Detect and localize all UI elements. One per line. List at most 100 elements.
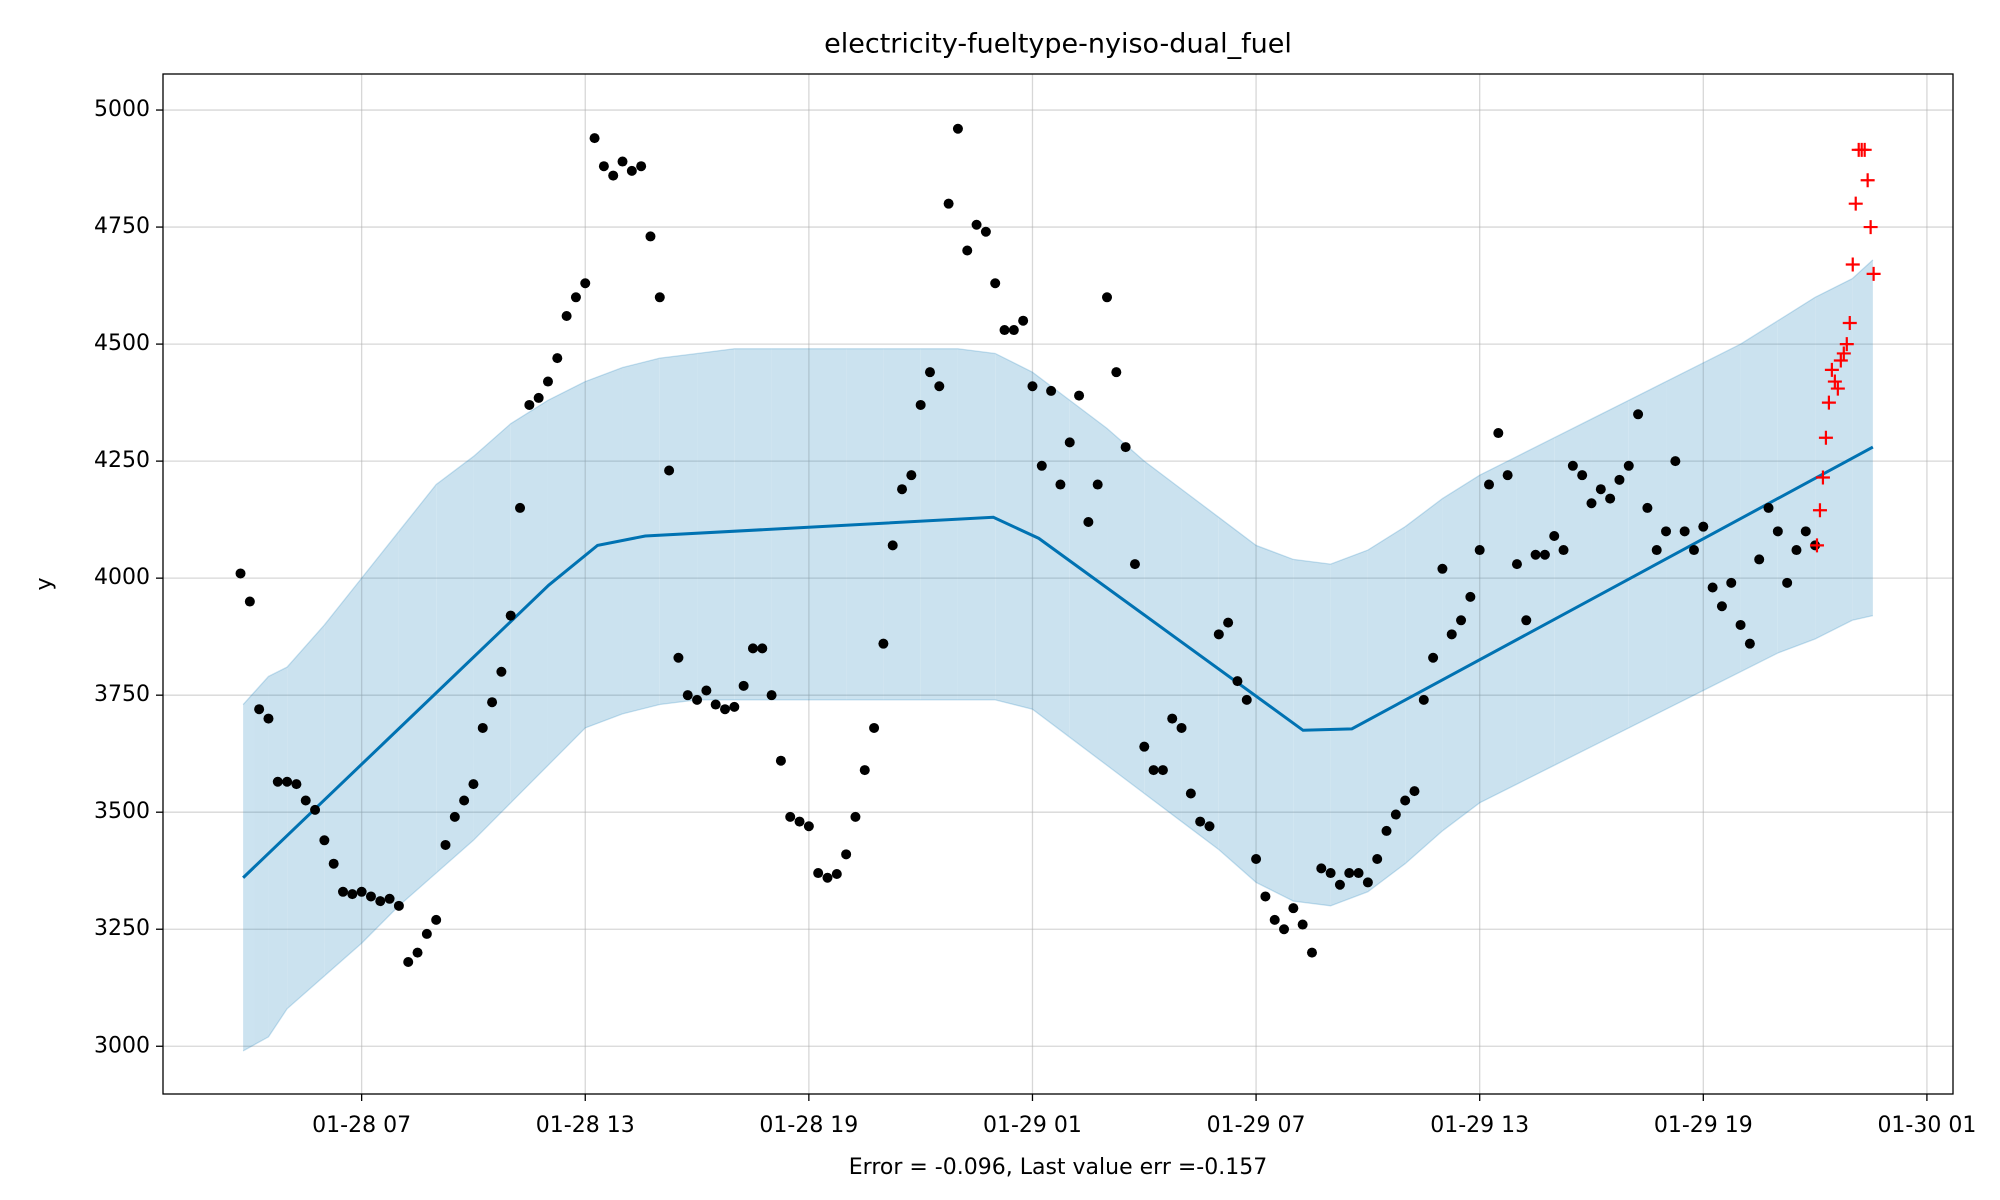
future-point — [1836, 346, 1851, 361]
data-point — [542, 376, 553, 387]
band-segment — [1703, 344, 1741, 691]
data-point — [365, 891, 376, 902]
data-point — [1269, 914, 1280, 925]
x-tick-label: 01-29 13 — [1430, 1113, 1529, 1138]
data-point — [1279, 924, 1290, 935]
data-point — [1139, 741, 1150, 752]
band-segment — [1777, 297, 1816, 654]
band-segment — [1181, 489, 1219, 850]
data-point — [626, 165, 637, 176]
data-point — [1474, 545, 1485, 556]
data-point — [1129, 559, 1140, 570]
data-point — [673, 652, 684, 663]
data-point — [869, 722, 880, 733]
data-point — [1446, 629, 1457, 640]
data-point — [775, 755, 786, 766]
data-point — [1670, 456, 1681, 467]
data-point — [403, 956, 414, 967]
data-point — [561, 311, 572, 322]
data-point — [1707, 582, 1718, 593]
data-point — [282, 776, 293, 787]
data-point — [1521, 615, 1532, 626]
future-point — [1848, 196, 1863, 211]
y-tick-label: 5000 — [94, 97, 150, 122]
future-point — [1812, 503, 1827, 518]
band-segment — [1591, 400, 1629, 747]
data-point — [822, 872, 833, 883]
marks — [235, 123, 1881, 1052]
band-segment — [808, 348, 847, 700]
data-point — [1055, 479, 1066, 490]
data-point — [1344, 868, 1355, 879]
data-point — [1735, 619, 1746, 630]
data-point — [1167, 713, 1178, 724]
band-segment — [1516, 437, 1555, 785]
data-point — [747, 643, 758, 654]
data-point — [1297, 919, 1308, 930]
data-point — [1661, 526, 1672, 537]
data-point — [1316, 863, 1327, 874]
future-point — [1857, 142, 1872, 157]
x-tick-label: 01-28 19 — [759, 1113, 858, 1138]
data-point — [1595, 484, 1606, 495]
data-point — [598, 161, 609, 172]
band-segment — [361, 531, 399, 944]
data-point — [1679, 526, 1690, 537]
data-point — [654, 292, 665, 303]
data-point — [1204, 821, 1215, 832]
data-point — [1800, 526, 1811, 537]
y-tick-label: 3750 — [94, 682, 150, 707]
data-point — [785, 811, 796, 822]
band-segment — [268, 667, 288, 1037]
data-point — [850, 811, 861, 822]
data-point — [701, 685, 712, 696]
data-point — [1539, 549, 1550, 560]
band-segment — [398, 484, 437, 906]
band-segment — [1144, 461, 1182, 822]
data-point — [431, 914, 442, 925]
band-segment — [1218, 517, 1257, 883]
data-point — [1046, 385, 1057, 396]
data-point — [1586, 498, 1597, 509]
data-point — [897, 484, 908, 495]
band-segment — [734, 348, 772, 700]
uncertainty-band — [243, 259, 1873, 1051]
y-tick-label: 3500 — [94, 799, 150, 824]
data-point — [1372, 854, 1383, 865]
data-point — [347, 889, 358, 900]
future-point — [1860, 173, 1875, 188]
data-point — [887, 540, 898, 551]
band-segment — [659, 353, 698, 705]
grid — [163, 74, 1953, 1094]
band-segment — [883, 348, 921, 700]
data-point — [533, 392, 544, 403]
data-point — [1530, 549, 1541, 560]
future-point — [1821, 395, 1836, 410]
data-point — [934, 381, 945, 392]
band-segment — [1852, 259, 1873, 621]
data-point — [477, 722, 488, 733]
band-segment — [1554, 418, 1592, 766]
data-point — [915, 399, 926, 410]
data-point — [263, 713, 274, 724]
data-point — [496, 666, 507, 677]
band-segment — [1256, 545, 1294, 902]
data-point — [1511, 559, 1522, 570]
data-point — [943, 198, 954, 209]
data-point — [990, 278, 1001, 289]
band-segment — [1740, 320, 1778, 672]
future-point — [1818, 430, 1833, 445]
data-point — [515, 502, 526, 513]
data-point — [244, 596, 255, 607]
data-point — [924, 367, 935, 378]
data-point — [1493, 428, 1504, 439]
data-point — [766, 690, 777, 701]
data-point — [803, 821, 814, 832]
data-point — [319, 835, 330, 846]
future-point — [1809, 538, 1824, 553]
chart-title: electricity-fueltype-nyiso-dual_fuel — [824, 29, 1292, 60]
data-point — [1251, 854, 1262, 865]
data-point — [1008, 325, 1019, 336]
data-point — [1428, 652, 1439, 663]
